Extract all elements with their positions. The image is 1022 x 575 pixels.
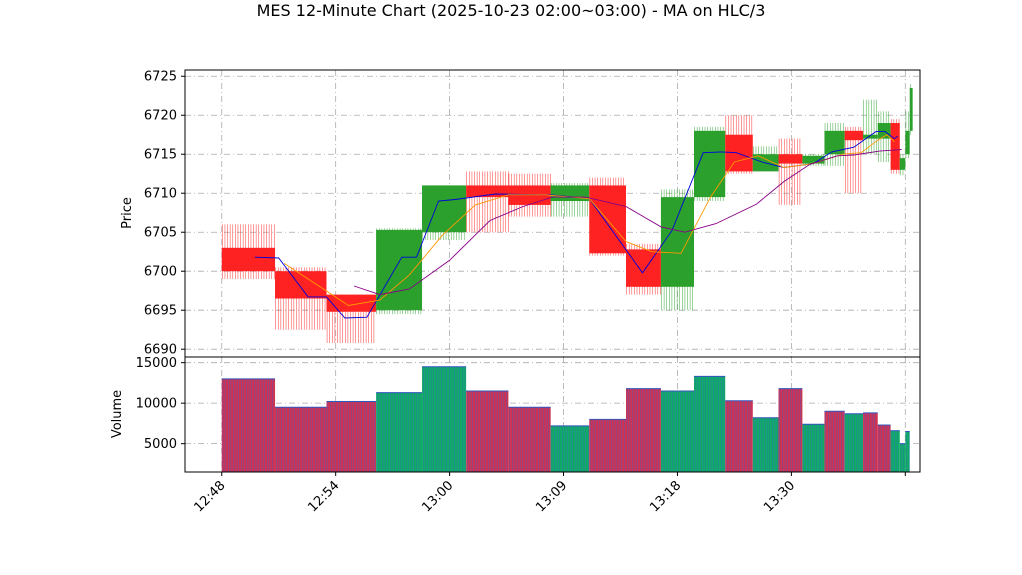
volume-bar-fill [863, 412, 878, 472]
candle-body [376, 229, 423, 311]
ma-line-1 [254, 131, 899, 319]
candle-up [824, 123, 845, 166]
candle-body [275, 271, 327, 299]
volume-bar [626, 388, 661, 472]
candle-up [899, 154, 906, 176]
candle-up [422, 185, 467, 241]
candle-body [863, 134, 878, 139]
volume-bar [221, 378, 276, 472]
candle-up [693, 126, 726, 202]
candle-body [890, 123, 900, 170]
volume-bar [660, 390, 694, 472]
volume-bar [905, 431, 910, 472]
volume-plot-frame [184, 356, 921, 473]
volume-bar [890, 430, 900, 472]
volume-bar [844, 413, 864, 472]
price-tick-label: 6695 [144, 304, 177, 319]
volume-bar [466, 390, 509, 472]
candle-body [909, 87, 913, 131]
volume-bar [376, 392, 423, 472]
volume-bar-fill [890, 430, 900, 472]
volume-bar [877, 424, 891, 472]
price-tick-label: 6705 [144, 226, 177, 241]
volume-bar-fill [899, 443, 906, 472]
x-tick-label: 12:48 [191, 478, 228, 515]
volume-bar-fill [905, 431, 910, 472]
x-tick-label: 13:30 [761, 478, 798, 515]
candle-up [905, 111, 910, 159]
candle-up [660, 189, 694, 311]
volume-bar-fill [802, 424, 825, 472]
x-tick-label: 13:00 [419, 478, 456, 515]
volume-bar-fill [660, 391, 694, 472]
volume-bar-fill [376, 392, 423, 472]
volume-bar-fill [824, 411, 845, 472]
candle-down [466, 171, 509, 233]
candle-down [626, 243, 661, 295]
volume-axis-label: Volume [110, 390, 125, 438]
candle-down [890, 119, 900, 174]
candle-down [589, 177, 626, 256]
volume-bar [752, 417, 779, 472]
candle-body [905, 130, 910, 155]
price-tick-label: 6700 [144, 265, 177, 280]
x-tick-label: 13:09 [533, 478, 570, 515]
candle-body [589, 185, 626, 254]
price-tick-label: 6725 [144, 70, 177, 85]
volume-bar [275, 406, 327, 472]
candle-body [824, 130, 845, 155]
price-tick-label: 6715 [144, 148, 177, 163]
x-tick-label: 13:18 [647, 478, 684, 515]
volume-bar [422, 366, 467, 472]
volume-bar [508, 406, 551, 472]
volume-tick-label: 10000 [136, 397, 177, 412]
candle-down [221, 224, 276, 280]
volume-bar-fill [275, 407, 327, 472]
candle-body [778, 154, 803, 164]
price-tick-label: 6690 [144, 343, 177, 358]
price-plot-background [185, 70, 920, 357]
volume-bar [725, 400, 753, 472]
candle-body [899, 158, 906, 170]
candle-body [660, 197, 694, 287]
candle-up [909, 84, 913, 135]
candle-down [844, 126, 864, 194]
x-tick-label: 12:54 [305, 478, 342, 515]
candle-body [626, 249, 661, 287]
volume-bar-fill [626, 388, 661, 472]
candle-body [844, 130, 864, 141]
x-axis: 12:48 12:54 13:00 13:09 13:18 13:30 [191, 472, 906, 515]
chart-title: MES 12-Minute Chart (2025-10-23 02:00~03… [257, 1, 766, 20]
volume-bar [863, 412, 878, 472]
volume-tick-label: 5000 [144, 437, 177, 452]
price-panel: 6690 6695 6700 6705 6710 6715 6720 6725 [144, 69, 921, 358]
volume-bar-fill [752, 417, 779, 472]
volume-bar-fill [725, 400, 753, 472]
volume-bar [824, 410, 845, 472]
price-tick-label: 6710 [144, 187, 177, 202]
candle-up [376, 228, 423, 315]
price-axis-label: Price [120, 197, 135, 229]
volume-bar [589, 418, 626, 472]
volume-bar [326, 401, 377, 472]
volume-bar [899, 443, 906, 472]
volume-bar-fill [589, 419, 626, 472]
price-tick-label: 6720 [144, 109, 177, 124]
volume-bar [693, 375, 726, 472]
volume-bar [550, 425, 590, 472]
ma-line-3 [353, 149, 902, 296]
volume-panel: 5000 10000 15000 [136, 356, 921, 473]
candle-down [778, 138, 803, 205]
volume-bar [778, 388, 803, 472]
volume-bar-fill [693, 376, 726, 472]
candle-down [725, 115, 753, 174]
volume-tick-label: 15000 [136, 356, 177, 371]
candle-body [693, 130, 726, 198]
ma-line-2 [283, 134, 895, 306]
volume-bar [802, 423, 825, 472]
